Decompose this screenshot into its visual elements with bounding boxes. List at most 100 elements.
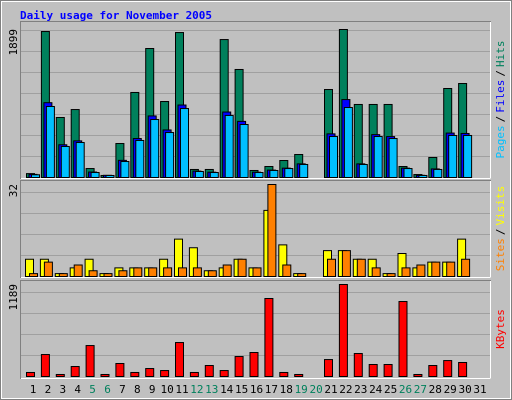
x-tick-label: 12 (190, 383, 203, 396)
y-tick-label: 1899 (7, 29, 20, 56)
bar (145, 368, 155, 377)
bar (343, 107, 353, 178)
bar (219, 370, 229, 378)
bar (353, 353, 363, 378)
x-tick-label: 5 (89, 383, 96, 396)
legend-separator: / (494, 70, 507, 77)
bar (60, 145, 70, 178)
x-tick-label: 13 (205, 383, 218, 396)
panel (20, 21, 491, 179)
bar (386, 273, 396, 277)
x-tick-label: 28 (429, 383, 442, 396)
bar (433, 168, 443, 178)
bar (383, 364, 393, 377)
bar (252, 267, 262, 277)
x-tick-label: 30 (458, 383, 471, 396)
bar (160, 370, 170, 378)
bar (279, 371, 289, 377)
bar (115, 363, 125, 378)
bar (463, 134, 473, 179)
legend-entry: Files (494, 80, 507, 113)
bar (428, 365, 438, 377)
legend-entry: Pages (494, 125, 507, 158)
bar (284, 168, 294, 178)
bar (192, 267, 202, 277)
bar (403, 168, 413, 178)
bar (165, 132, 175, 178)
bar (135, 139, 145, 178)
legend: Pages / Files / Hits (494, 41, 507, 159)
bar (29, 273, 38, 277)
legend-separator: / (494, 116, 507, 123)
bar (88, 270, 98, 277)
bar (100, 373, 110, 377)
bar (234, 356, 244, 378)
x-tick-label: 7 (119, 383, 126, 396)
bar (401, 267, 411, 277)
bar (264, 298, 274, 377)
bar (461, 258, 471, 277)
bar (180, 108, 189, 178)
x-tick-label: 25 (384, 383, 397, 396)
bar (207, 270, 217, 277)
bar (282, 264, 292, 277)
x-tick-label: 10 (160, 383, 173, 396)
bar (75, 142, 85, 179)
x-tick-label: 22 (339, 383, 352, 396)
bar (178, 267, 187, 277)
bar (368, 364, 378, 377)
x-tick-label: 17 (265, 383, 278, 396)
x-tick-label: 18 (280, 383, 293, 396)
y-tick-label: 1189 (7, 284, 20, 311)
x-tick-label: 8 (134, 383, 141, 396)
panel (20, 180, 491, 278)
bar (249, 352, 259, 378)
bar (327, 258, 336, 277)
x-tick-label: 23 (354, 383, 367, 396)
legend: Sites / Visits (494, 186, 507, 272)
bar (373, 136, 383, 179)
bar (26, 371, 35, 377)
x-tick-label: 3 (59, 383, 66, 396)
bar (329, 136, 338, 179)
bar (239, 124, 249, 178)
bar (163, 267, 173, 277)
bar (388, 138, 398, 178)
x-tick-label: 26 (399, 383, 412, 396)
bar (294, 373, 304, 377)
bar (130, 371, 140, 377)
bar (43, 261, 53, 277)
x-tick-label: 2 (45, 383, 52, 396)
x-tick-label: 4 (74, 383, 81, 396)
x-tick-label: 31 (473, 383, 486, 396)
bar (120, 161, 130, 178)
chart-title: Daily usage for November 2005 (20, 9, 212, 22)
x-tick-label: 14 (220, 383, 234, 396)
bar (418, 174, 428, 178)
legend-entry: Visits (494, 186, 507, 226)
bar (31, 174, 40, 178)
bar (103, 273, 113, 277)
bar (150, 119, 160, 179)
bar (413, 373, 423, 377)
bar (358, 163, 368, 178)
bar (269, 169, 279, 178)
x-tick-label: 19 (295, 383, 308, 396)
bar (458, 361, 468, 378)
bar (90, 172, 100, 179)
bar (204, 365, 214, 377)
bar (70, 366, 80, 377)
x-tick-label: 21 (324, 383, 337, 396)
bar (416, 264, 426, 277)
legend-entry: Hits (494, 41, 507, 68)
x-tick-label: 16 (250, 383, 263, 396)
bar (40, 354, 50, 378)
legend-entry: KBytes (494, 309, 507, 349)
bar (237, 258, 247, 277)
bar (371, 267, 381, 277)
bar (341, 250, 351, 277)
legend-separator: / (494, 229, 507, 236)
bar (254, 172, 264, 179)
bar (267, 184, 277, 277)
